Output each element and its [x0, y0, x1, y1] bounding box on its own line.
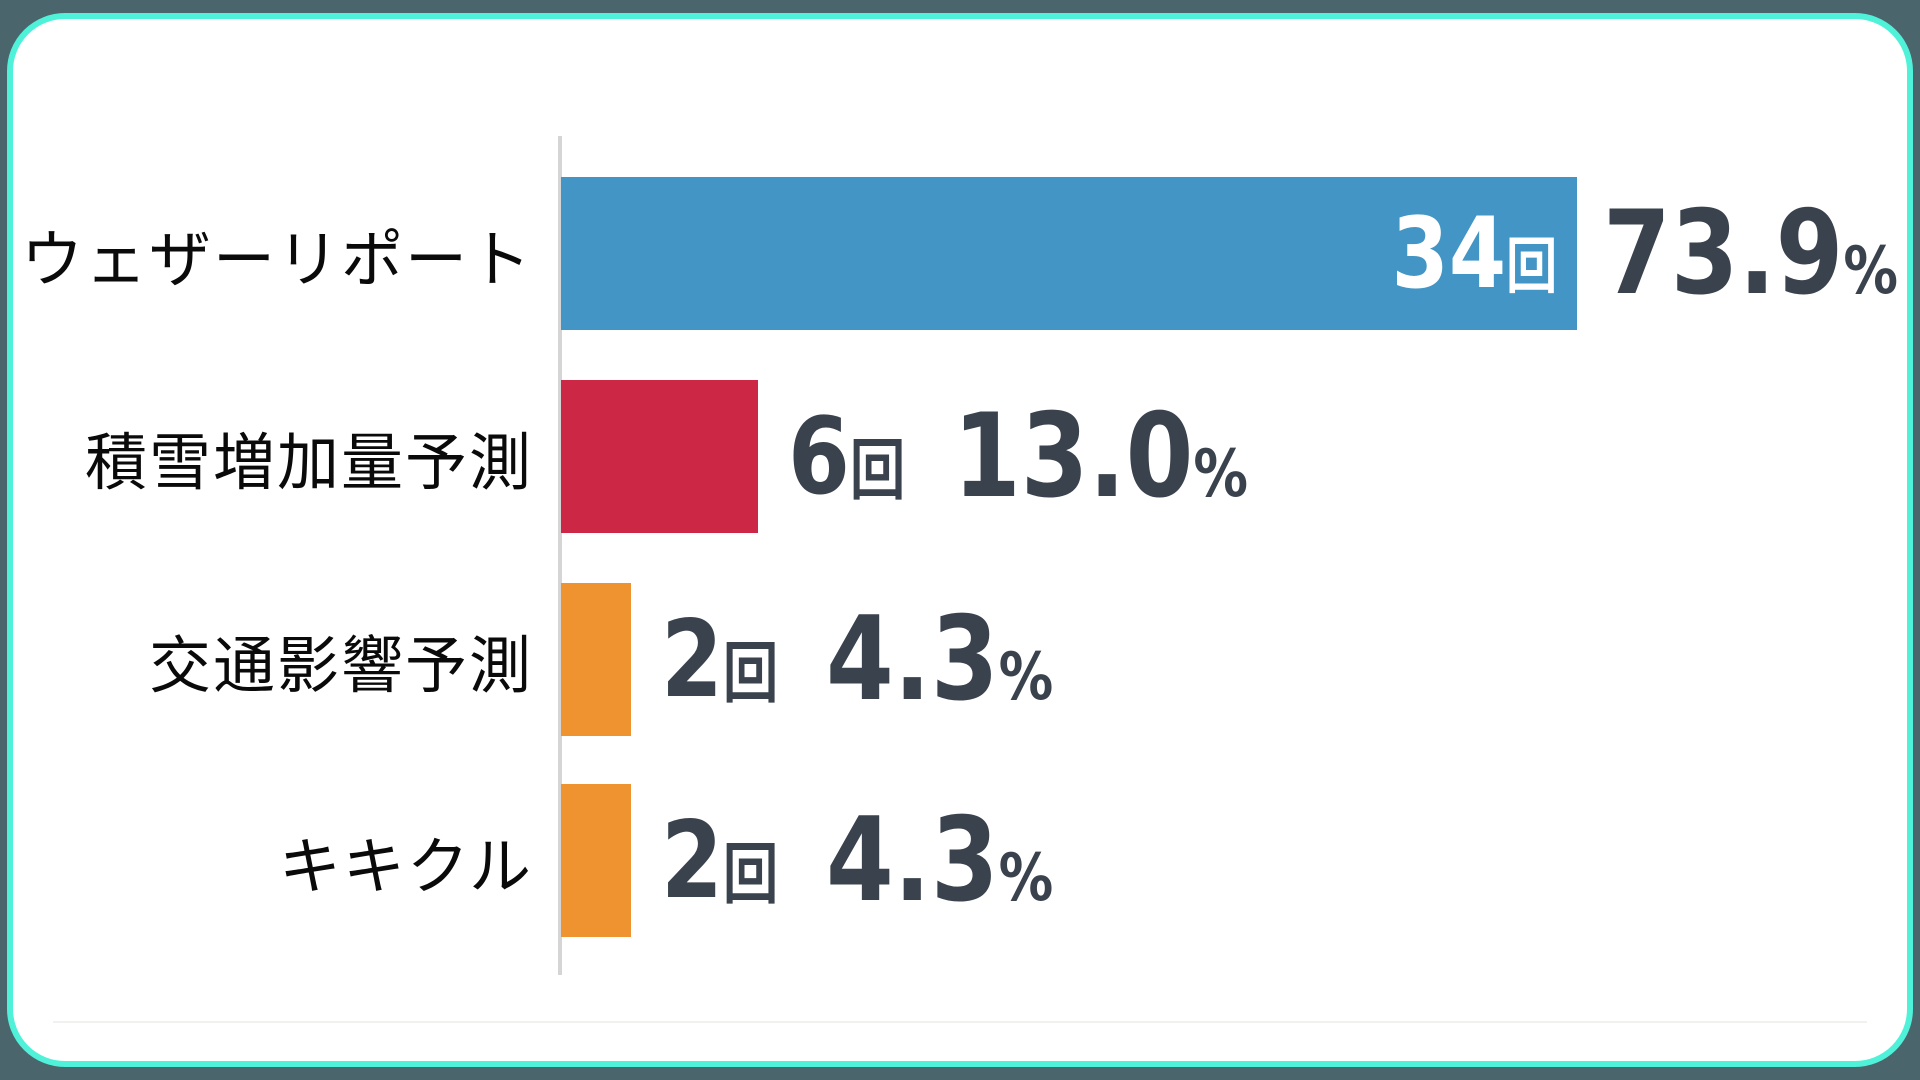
percent-sign: %: [999, 840, 1054, 916]
count-value: 34: [1391, 196, 1506, 311]
percent-value: 73.9: [1603, 185, 1844, 321]
count-value: 2: [661, 798, 723, 922]
percent-sign: %: [1193, 436, 1249, 512]
bar-count-label: 34回: [1391, 205, 1557, 303]
bar-count-label: 6回: [788, 403, 906, 510]
bar-traffic-forecast: [561, 583, 631, 736]
percent-value: 13.0: [953, 388, 1194, 524]
bar-snowfall-forecast: [561, 380, 758, 533]
bar-count-label: 2回: [661, 807, 779, 914]
chart-row-traffic-forecast: 交通影響予測 2回 4.3%: [13, 583, 1907, 736]
bar-percent-label: 73.9%: [1603, 195, 1899, 312]
count-unit: 回: [722, 836, 779, 913]
bar-kikikuru: [561, 784, 631, 937]
chart-row-kikikuru: キキクル 2回 4.3%: [13, 784, 1907, 937]
percent-value: 4.3: [826, 792, 1000, 928]
count-unit: 回: [1505, 231, 1557, 302]
bar-percent-label: 13.0%: [953, 398, 1249, 515]
percent-sign: %: [1843, 233, 1899, 309]
chart-card: ウェザーリポート 34回 73.9% 積雪増加量予測 6回 13.0% 交通影響…: [7, 13, 1913, 1067]
count-unit: 回: [722, 635, 779, 712]
count-unit: 回: [849, 432, 906, 509]
percent-value: 4.3: [826, 591, 1000, 727]
bar-percent-label: 4.3%: [826, 601, 1054, 718]
bottom-divider-line: [53, 1021, 1867, 1023]
category-label: 交通影響予測: [148, 628, 533, 702]
bar-percent-label: 4.3%: [826, 802, 1054, 919]
y-axis-line: [558, 136, 562, 975]
bar-weather-report: 34回: [561, 177, 1577, 330]
category-label: 積雪増加量予測: [84, 425, 533, 499]
chart-row-weather-report: ウェザーリポート 34回 73.9%: [13, 177, 1907, 330]
percent-sign: %: [999, 639, 1054, 715]
category-label: ウェザーリポート: [20, 222, 533, 296]
category-label: キキクル: [278, 829, 533, 903]
count-value: 6: [788, 394, 850, 518]
bar-count-label: 2回: [661, 606, 779, 713]
chart-row-snowfall-forecast: 積雪増加量予測 6回 13.0%: [13, 380, 1907, 533]
count-value: 2: [661, 597, 723, 721]
